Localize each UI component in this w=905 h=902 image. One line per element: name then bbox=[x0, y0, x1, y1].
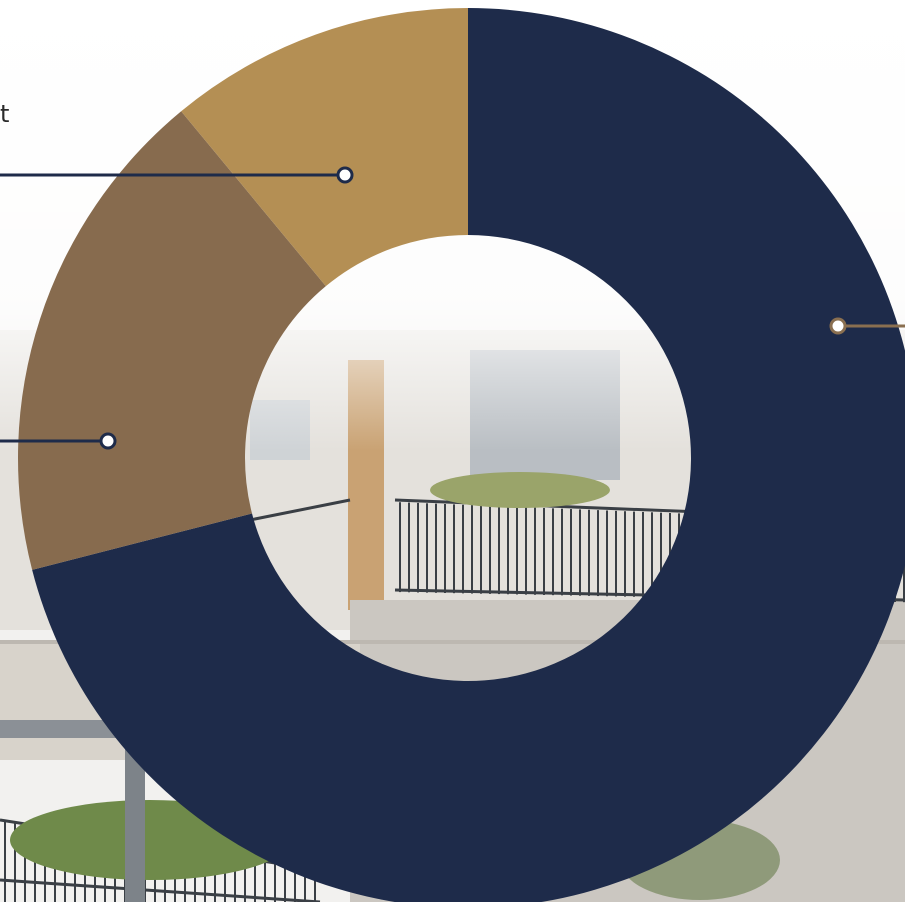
callout-dot-tan bbox=[336, 166, 354, 184]
donut-slice-3 bbox=[181, 8, 468, 287]
callout-dot-navy bbox=[829, 317, 847, 335]
callouts bbox=[0, 166, 905, 450]
donut-slice-2 bbox=[18, 111, 326, 570]
donut-slice-1 bbox=[32, 8, 905, 902]
donut-slices bbox=[18, 8, 905, 902]
callout-dot-brown bbox=[99, 432, 117, 450]
callout-label-fragment: t bbox=[0, 100, 10, 128]
